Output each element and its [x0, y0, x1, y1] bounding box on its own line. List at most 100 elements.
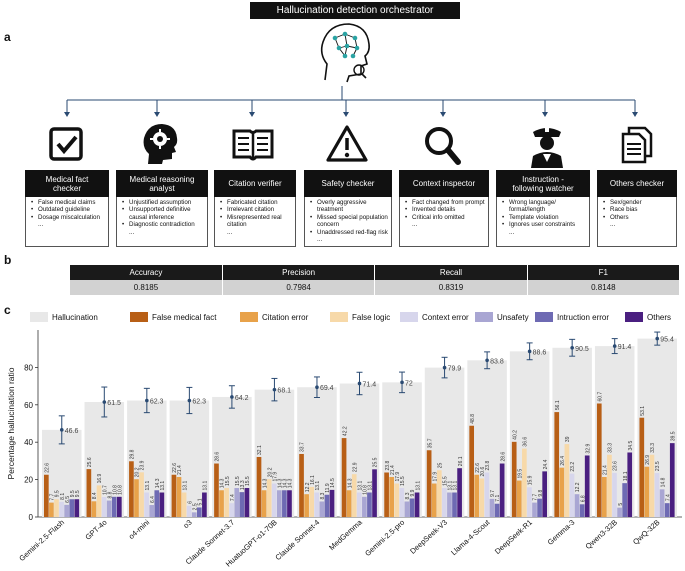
bar-data-label: 9.8 — [538, 490, 544, 497]
series-bar — [537, 498, 542, 517]
bar-data-label: 21.4 — [390, 465, 396, 475]
series-bar — [654, 473, 660, 517]
bar-data-label: 15.5 — [443, 476, 449, 486]
series-bar — [224, 488, 229, 517]
series-bar — [176, 476, 182, 517]
total-data-label: 88.6 — [533, 349, 547, 356]
series-bar — [389, 476, 395, 517]
series-bar — [494, 503, 500, 517]
series-bar — [404, 501, 410, 517]
legend-label: Hallucination — [52, 312, 98, 322]
total-data-label: 83.8 — [490, 358, 504, 365]
series-bar — [399, 488, 405, 517]
series-bar — [319, 501, 325, 517]
bar-data-label: 36.6 — [523, 437, 529, 447]
panel-label-a: a — [4, 30, 11, 44]
legend-label: Unsafety — [497, 312, 529, 322]
series-bar — [649, 454, 655, 517]
total-point — [272, 387, 277, 392]
series-bar — [569, 473, 575, 517]
bar-data-label: 25 — [437, 462, 443, 468]
orchestrator-connectors — [64, 86, 638, 117]
series-bar — [276, 490, 282, 517]
series-bar — [219, 490, 224, 517]
bar-data-label: 26.4 — [560, 456, 566, 466]
book-icon — [232, 129, 274, 161]
bar-data-label: 20.2 — [267, 467, 273, 477]
bar-data-label: 8.4 — [92, 492, 98, 499]
total-data-label: 62.3 — [150, 398, 164, 405]
series-bar — [44, 474, 49, 517]
list-item: Diagnostic contradiction — [122, 221, 205, 229]
legend-item: Others — [625, 312, 671, 322]
total-data-label: 91.4 — [618, 344, 632, 351]
series-bar — [86, 469, 92, 517]
bar-data-label: 13.1 — [203, 481, 209, 491]
x-tick-label: DeepSeek-V3 — [408, 518, 449, 556]
bar-data-label: 20.6 — [480, 467, 486, 477]
legend-swatch — [475, 312, 493, 322]
list-item: Race bias — [603, 206, 674, 214]
series-bar — [181, 492, 187, 517]
bar-data-label: 7.4 — [665, 494, 671, 501]
agent-list-reasoning: Unjustified assumption Unsupported defin… — [116, 197, 208, 247]
y-tick-label: 20 — [24, 476, 33, 485]
panel-label-c: c — [4, 303, 11, 317]
bar-data-label: 13.1 — [448, 481, 454, 491]
y-tick-label: 80 — [24, 363, 33, 372]
bar-data-label: 13.1 — [358, 481, 364, 491]
bar-data-label: 21.4 — [603, 465, 609, 475]
bar-data-label: 15.5 — [225, 476, 231, 486]
legend-item: False logic — [330, 312, 390, 322]
x-tick-label: o3 — [181, 518, 193, 530]
series-bar — [474, 474, 480, 517]
series-bar — [414, 492, 420, 517]
series-bar — [186, 505, 192, 517]
bar-data-label: 7.4 — [230, 494, 236, 501]
list-item: ... — [412, 221, 418, 229]
series-bar — [499, 463, 505, 517]
total-point — [570, 345, 574, 350]
bar-data-label: 14.3 — [262, 478, 268, 488]
agent-title-instruction: Instruction - following watcher — [496, 170, 590, 197]
list-item: Dosage miscalculation — [31, 214, 106, 222]
bar-data-label: 14.3 — [283, 478, 289, 488]
total-point — [485, 358, 489, 363]
x-tick-label: Gemini-2.5-pro — [363, 518, 406, 558]
bar-data-label: 23.5 — [655, 461, 661, 471]
bar-data-label: 56.1 — [555, 400, 561, 410]
total-point — [442, 365, 447, 370]
bar-data-label: 17.9 — [272, 472, 278, 482]
bar-data-label: 7.1 — [495, 495, 501, 502]
bar-data-label: 5.1 — [198, 498, 204, 505]
series-bar — [234, 488, 240, 517]
magnifier-icon — [425, 127, 461, 165]
total-data-label: 62.3 — [192, 398, 206, 405]
series-bar — [447, 492, 452, 517]
list-item: Ignores user constraints — [502, 221, 587, 229]
bar-data-label: 35.7 — [427, 438, 433, 448]
bar-data-label: 17.9 — [395, 472, 401, 482]
series-bar — [612, 472, 617, 517]
bar-data-label: 15.5 — [245, 476, 251, 486]
bar-data-label: 16.1 — [310, 475, 316, 485]
list-item: Wrong language/ format/length — [502, 199, 587, 214]
bar-data-label: 13.1 — [315, 481, 321, 491]
total-point — [187, 398, 192, 403]
total-point — [612, 344, 617, 348]
series-bar — [596, 403, 602, 517]
bar-data-label: 28.6 — [215, 452, 221, 462]
legend-swatch — [625, 312, 643, 322]
metric-header-recall: Recall — [374, 265, 528, 280]
series-bar — [314, 492, 320, 517]
agent-list-instruction: Wrong language/ format/length Template v… — [496, 197, 590, 247]
series-bar — [664, 503, 670, 517]
series-bar — [607, 454, 612, 517]
series-bar — [479, 478, 485, 517]
series-bar — [111, 496, 117, 517]
list-item: Others — [603, 214, 674, 222]
legend-item: False medical fact — [130, 312, 216, 322]
legend-label: Citation error — [262, 312, 309, 322]
bar-data-label: 13.1 — [160, 481, 166, 491]
